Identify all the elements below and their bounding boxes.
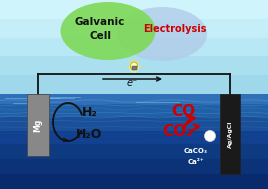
Text: Galvanic
Cell: Galvanic Cell xyxy=(75,17,125,41)
Text: CO: CO xyxy=(171,104,195,119)
Text: CO₂: CO₂ xyxy=(163,123,193,139)
Polygon shape xyxy=(0,131,268,144)
Polygon shape xyxy=(0,174,268,189)
Polygon shape xyxy=(0,144,268,159)
Text: e⁻: e⁻ xyxy=(126,78,137,88)
Ellipse shape xyxy=(131,62,137,70)
Text: CaCO₃: CaCO₃ xyxy=(184,148,208,154)
Polygon shape xyxy=(0,56,268,75)
Polygon shape xyxy=(0,38,268,56)
Bar xyxy=(132,66,136,70)
Polygon shape xyxy=(0,19,268,38)
Text: Ca²⁺: Ca²⁺ xyxy=(188,159,204,165)
Text: H₂O: H₂O xyxy=(76,128,102,140)
Text: Electrolysis: Electrolysis xyxy=(143,24,207,34)
Ellipse shape xyxy=(117,7,207,61)
Bar xyxy=(220,94,240,174)
Polygon shape xyxy=(0,104,268,117)
Bar xyxy=(27,94,49,156)
Circle shape xyxy=(204,130,215,142)
Ellipse shape xyxy=(129,61,139,73)
Text: Ag/AgCl: Ag/AgCl xyxy=(228,120,233,148)
Polygon shape xyxy=(0,159,268,174)
Polygon shape xyxy=(0,117,268,131)
Polygon shape xyxy=(0,94,268,104)
Polygon shape xyxy=(0,0,268,19)
Text: H₂: H₂ xyxy=(82,105,98,119)
Text: Mg: Mg xyxy=(34,118,43,132)
Polygon shape xyxy=(0,75,268,94)
Ellipse shape xyxy=(61,2,155,60)
